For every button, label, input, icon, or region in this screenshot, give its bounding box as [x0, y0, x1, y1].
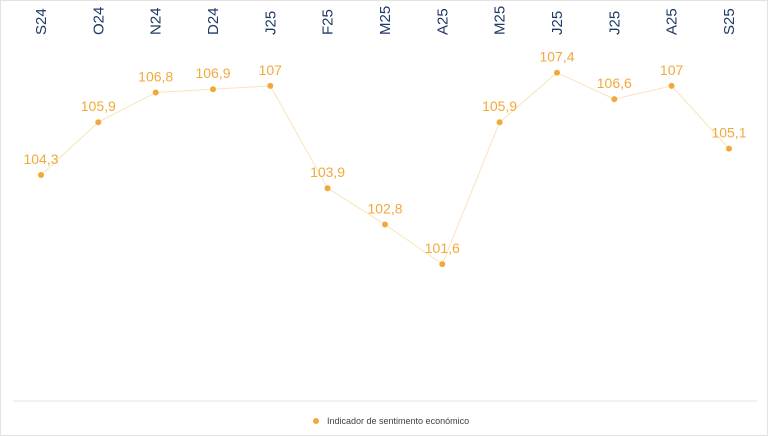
category-label: O24 — [90, 7, 107, 35]
category-label: A25 — [664, 8, 681, 35]
category-label: M25 — [377, 6, 394, 35]
series-layer: 104,3 105,9 106,8 106,9 107 103,9 102,8 101,6 10… — [23, 49, 747, 268]
data-point — [210, 86, 216, 93]
data-point — [496, 119, 503, 126]
category-label: J25 — [606, 11, 623, 35]
category-label: A25 — [434, 8, 451, 35]
data-label: 106,9 — [195, 65, 230, 81]
data-point — [324, 185, 331, 192]
series-line — [40, 72, 730, 265]
data-point — [726, 145, 732, 152]
data-point — [95, 119, 102, 126]
data-label: 107 — [259, 62, 283, 78]
data-point — [668, 82, 675, 89]
data-label: 101,6 — [425, 240, 460, 256]
data-label: 103,9 — [310, 164, 345, 180]
category-label: D24 — [205, 7, 222, 35]
data-point — [152, 89, 159, 96]
category-axis: S24 O24 N24 D24 J25 F25 M25 A25 M25 J25 J25 A25 S25 — [33, 6, 738, 35]
category-label: S25 — [721, 8, 738, 35]
category-label: S24 — [33, 8, 50, 35]
data-label: 102,8 — [367, 201, 402, 217]
category-label: J25 — [549, 11, 566, 35]
data-label: 107 — [660, 62, 684, 78]
category-label: F25 — [320, 9, 337, 35]
data-label: 107,4 — [539, 49, 574, 65]
data-point — [382, 221, 388, 228]
data-label: 106,6 — [597, 75, 632, 91]
data-label: 105,9 — [81, 98, 116, 114]
data-point — [267, 82, 274, 89]
category-label: J25 — [262, 11, 279, 35]
data-label: 104,3 — [23, 151, 58, 167]
legend: Indicador de sentimento económico — [313, 416, 469, 426]
legend-marker — [313, 418, 319, 424]
data-point — [439, 261, 446, 268]
category-label: N24 — [148, 7, 165, 35]
data-label: 105,1 — [711, 125, 746, 141]
legend-label: Indicador de sentimento económico — [327, 416, 469, 426]
data-point — [554, 69, 560, 76]
data-label: 105,9 — [482, 98, 517, 114]
data-point — [611, 96, 618, 103]
data-label: 106,8 — [138, 69, 173, 85]
data-point — [38, 172, 44, 178]
category-label: M25 — [492, 6, 509, 35]
